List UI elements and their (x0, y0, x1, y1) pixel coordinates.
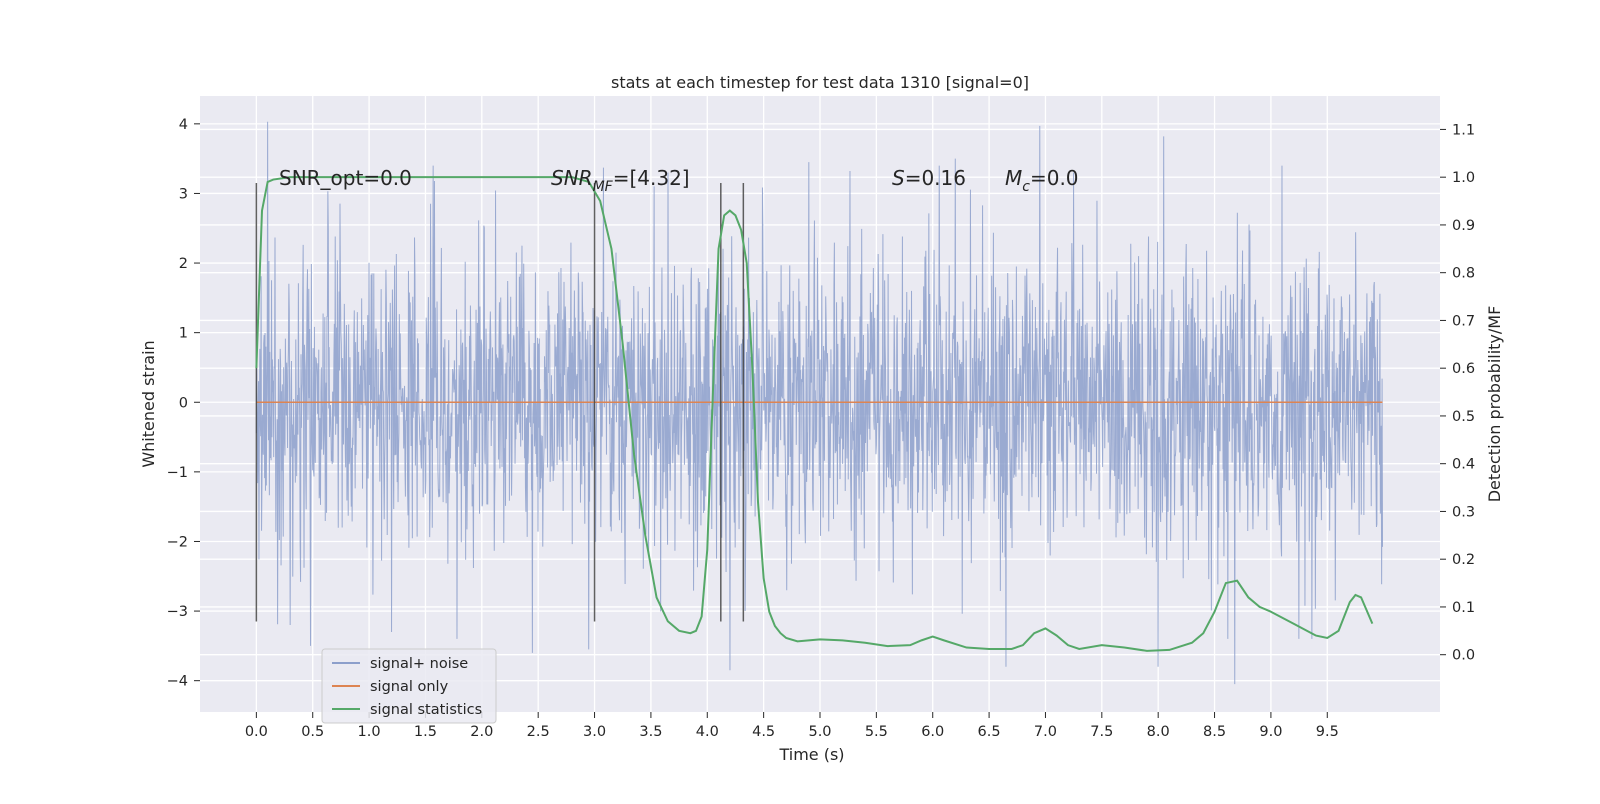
annotation-s-label: S (892, 166, 905, 190)
x-tick-label: 2.0 (470, 724, 493, 740)
y-right-axis-label: Detection probability/MF (1485, 306, 1504, 503)
legend-label-signal-noise: signal+ noise (370, 656, 468, 672)
chart-title: stats at each timestep for test data 131… (611, 73, 1029, 92)
x-tick-label: 7.0 (1034, 724, 1057, 740)
annotation-mc-sub: c (1022, 179, 1030, 195)
x-tick-label: 9.0 (1259, 724, 1282, 740)
y-right-tick-label: 0.9 (1452, 218, 1475, 234)
x-tick-label: 6.5 (978, 724, 1001, 740)
y-right-tick-label: 0.5 (1452, 409, 1475, 425)
y-right-tick-label: 0.1 (1452, 600, 1475, 616)
annotation-mc-label: M (1005, 166, 1022, 190)
y-tick-label: −4 (167, 674, 188, 690)
y-tick-label: −2 (167, 534, 188, 550)
x-tick-label: 3.5 (639, 724, 662, 740)
annotation-snr-mf-sub: MF (593, 179, 614, 195)
annotation-snr-mf: SNRMF=[4.32] (551, 166, 690, 195)
y-right-tick-label: 0.3 (1452, 504, 1475, 520)
y-right-axis-ticks: 1.1 1.0 0.9 0.8 0.7 0.6 0.5 0.4 0.3 0.2 0.1 0.0 (1440, 122, 1475, 664)
legend-label-signal-only: signal only (370, 679, 449, 695)
y-axis-label: Whitened strain (139, 340, 158, 467)
x-tick-label: 0.5 (301, 724, 324, 740)
y-tick-label: 4 (179, 117, 188, 133)
y-tick-label: 0 (179, 395, 188, 411)
x-tick-label: 4.0 (696, 724, 719, 740)
x-tick-label: 7.5 (1090, 724, 1113, 740)
y-tick-label: −1 (167, 465, 188, 481)
x-tick-label: 5.5 (865, 724, 888, 740)
x-tick-label: 1.5 (414, 724, 437, 740)
x-tick-label: 8.0 (1147, 724, 1170, 740)
signal-noise-series (255, 121, 1384, 685)
annotation-snr-mf-label: SNR (551, 166, 593, 190)
y-tick-label: 3 (179, 186, 188, 202)
y-tick-label: 1 (179, 326, 188, 342)
y-tick-label: −3 (167, 604, 188, 620)
y-right-tick-label: 0.0 (1452, 648, 1475, 664)
x-tick-label: 1.0 (358, 724, 381, 740)
annotation-mc-value: =0.0 (1030, 166, 1079, 190)
annotation-snr-mf-value: =[4.32] (613, 166, 690, 190)
y-axis-ticks: 4 3 2 1 0 −1 −2 −3 −4 (167, 117, 200, 690)
legend-label-signal-statistics: signal statistics (370, 702, 482, 718)
y-right-tick-label: 0.2 (1452, 552, 1475, 568)
x-tick-label: 6.0 (921, 724, 944, 740)
legend-box (321, 648, 497, 724)
x-tick-label: 3.0 (583, 724, 606, 740)
y-right-tick-label: 0.8 (1452, 266, 1475, 282)
vertical-markers (255, 183, 745, 622)
x-axis-label: Time (s) (778, 745, 844, 764)
y-right-tick-label: 0.4 (1452, 457, 1475, 473)
y-right-tick-label: 0.7 (1452, 313, 1475, 329)
x-axis-ticks: 0.0 0.5 1.0 1.5 2.0 2.5 3.0 3.5 4.0 4.5 5.0 5.5 6.0 6… (245, 712, 1339, 740)
y-right-tick-label: 1.0 (1452, 170, 1475, 186)
x-tick-label: 8.5 (1203, 724, 1226, 740)
legend: signal+ noise signal only signal statist… (321, 648, 497, 724)
y-right-tick-label: 0.6 (1452, 361, 1475, 377)
annotation-mc: Mc=0.0 (1005, 166, 1079, 195)
y-right-tick-label: 1.1 (1452, 122, 1475, 138)
y-tick-label: 2 (179, 256, 188, 272)
annotation-s: S=0.16 (892, 166, 966, 190)
signal-statistics-line (255, 176, 1374, 652)
x-tick-label: 9.5 (1316, 724, 1339, 740)
x-tick-label: 4.5 (752, 724, 775, 740)
x-tick-label: 2.5 (527, 724, 550, 740)
annotation-snr-opt: SNR_opt=0.0 (279, 166, 412, 190)
x-tick-label: 0.0 (245, 724, 268, 740)
signal-noise-line (255, 121, 1384, 685)
annotation-s-value: =0.16 (905, 166, 966, 190)
x-tick-label: 5.0 (808, 724, 831, 740)
